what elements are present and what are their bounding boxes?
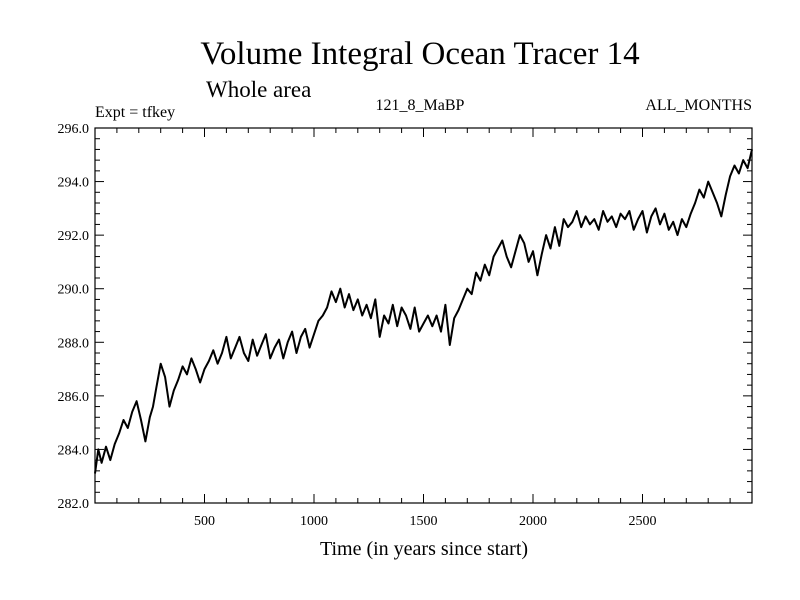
experiment-label: Expt = tfkey [95,104,175,121]
axis-ticks [94,127,753,504]
x-axis-tick-labels: 500 1000 1500 2000 2500 [194,514,657,529]
series-line [94,149,753,474]
x-tick-label: 1000 [300,514,328,529]
y-tick-label: 286.0 [58,390,90,405]
y-tick-label: 290.0 [58,283,90,298]
y-tick-label: 284.0 [58,443,90,458]
x-tick-label: 1500 [410,514,438,529]
y-axis-tick-labels: 282.0 284.0 286.0 288.0 290.0 292.0 294.0 296.0 [58,122,90,512]
period-label: ALL_MONTHS [645,97,752,114]
run-id-label: 121_8_MaBP [376,97,465,114]
x-tick-label: 500 [194,514,215,529]
y-tick-label: 296.0 [58,122,90,137]
y-tick-label: 282.0 [58,497,90,512]
x-axis-label: Time (in years since start) [320,538,528,560]
y-tick-label: 292.0 [58,229,90,244]
chart-title: Volume Integral Ocean Tracer 14 [200,36,639,72]
y-tick-label: 288.0 [58,336,90,351]
chart-subtitle: Whole area [206,77,311,102]
x-tick-label: 2000 [519,514,547,529]
x-tick-label: 2500 [629,514,657,529]
y-tick-label: 294.0 [58,176,90,191]
plot-frame [94,127,753,504]
